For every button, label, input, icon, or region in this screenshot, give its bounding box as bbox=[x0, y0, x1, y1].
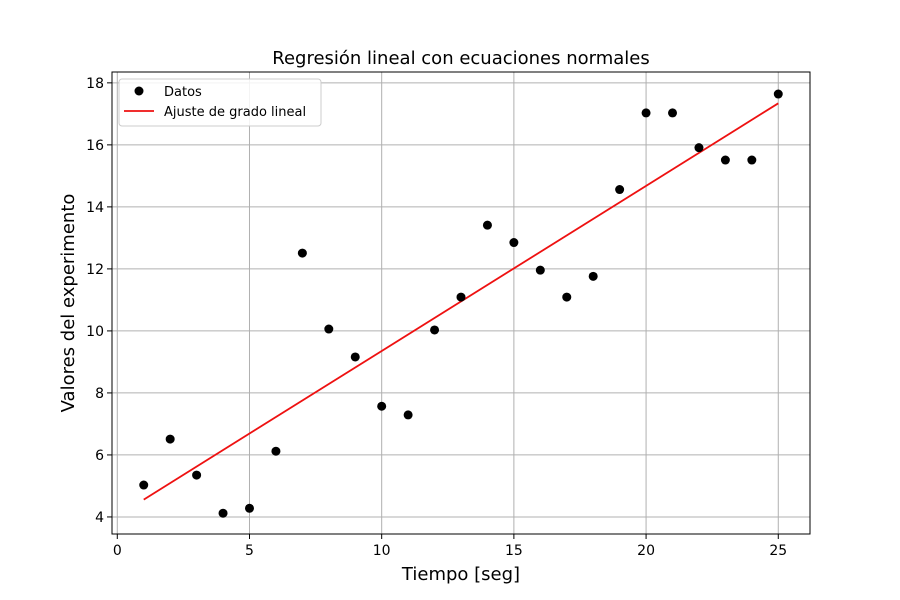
data-points-layer bbox=[139, 89, 783, 518]
data-point bbox=[244, 503, 254, 513]
data-point bbox=[192, 470, 202, 480]
legend-marker-datos bbox=[134, 86, 144, 96]
data-point bbox=[588, 271, 598, 281]
data-point bbox=[218, 508, 228, 518]
y-tick-label: 10 bbox=[86, 324, 104, 340]
legend-label-datos: Datos bbox=[164, 85, 202, 100]
x-tick-label: 0 bbox=[113, 543, 122, 559]
y-tick-label: 14 bbox=[86, 200, 104, 216]
data-point bbox=[324, 324, 334, 334]
data-point bbox=[403, 410, 413, 420]
x-tick-label: 20 bbox=[637, 543, 655, 559]
grid-lines bbox=[112, 72, 810, 534]
data-point bbox=[430, 325, 440, 335]
data-point bbox=[482, 220, 492, 230]
plot-area-frame bbox=[111, 71, 811, 535]
y-axis-label: Valores del experimento bbox=[58, 194, 79, 413]
y-tick-label: 16 bbox=[86, 138, 104, 154]
axis-ticks: 0 5 10 15 20 25 4 6 8 10 12 14 16 18 bbox=[86, 76, 787, 559]
data-point bbox=[747, 155, 757, 165]
legend-box bbox=[118, 78, 322, 127]
data-point bbox=[668, 108, 678, 118]
data-point bbox=[139, 480, 149, 490]
y-tick-label: 6 bbox=[95, 448, 104, 464]
data-point bbox=[377, 401, 387, 411]
data-point bbox=[694, 143, 704, 153]
data-point bbox=[297, 248, 307, 258]
x-tick-label: 10 bbox=[373, 543, 391, 559]
x-tick-label: 5 bbox=[245, 543, 254, 559]
data-point bbox=[641, 108, 651, 118]
data-point bbox=[271, 446, 281, 456]
data-point bbox=[509, 238, 519, 248]
data-point bbox=[720, 155, 730, 165]
x-tick-label: 25 bbox=[769, 543, 787, 559]
y-tick-label: 18 bbox=[86, 76, 104, 92]
data-point bbox=[615, 185, 625, 195]
data-point bbox=[350, 352, 360, 362]
y-tick-label: 8 bbox=[95, 386, 104, 402]
legend: Datos Ajuste de grado lineal bbox=[118, 78, 322, 127]
data-point bbox=[535, 265, 545, 275]
x-axis-label: Tiempo [seg] bbox=[401, 564, 520, 585]
data-point bbox=[773, 89, 783, 99]
legend-label-ajuste: Ajuste de grado lineal bbox=[164, 105, 306, 120]
data-point bbox=[562, 292, 572, 302]
chart-title: Regresión lineal con ecuaciones normales bbox=[272, 48, 650, 69]
data-point bbox=[456, 292, 466, 302]
x-tick-label: 15 bbox=[505, 543, 523, 559]
data-point bbox=[165, 434, 175, 444]
y-tick-label: 12 bbox=[86, 262, 104, 278]
y-tick-label: 4 bbox=[95, 510, 104, 526]
